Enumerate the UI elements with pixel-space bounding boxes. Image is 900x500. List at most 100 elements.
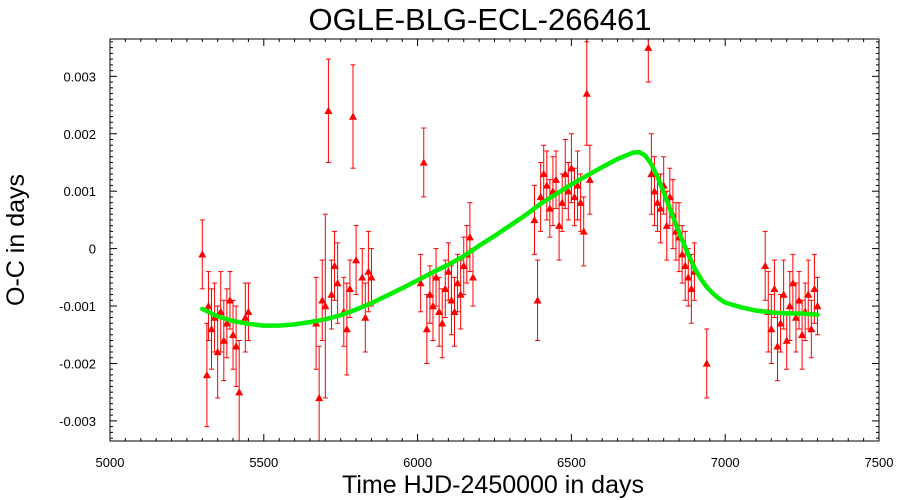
data-point	[536, 192, 545, 201]
data-point	[785, 302, 794, 310]
data-point	[315, 393, 324, 402]
data-point	[779, 290, 788, 298]
data-point	[213, 347, 222, 356]
data-point	[216, 307, 225, 315]
data-point	[530, 215, 539, 224]
data-point	[650, 187, 659, 195]
data-point	[807, 325, 816, 333]
data-point	[576, 198, 585, 206]
data-point	[453, 279, 462, 287]
data-point	[349, 112, 358, 120]
data-point	[573, 181, 582, 189]
data-point	[773, 342, 782, 350]
x-tick-label: 5500	[249, 455, 278, 470]
data-point	[342, 325, 351, 333]
y-tick-label: 0	[89, 242, 96, 257]
data-point	[761, 261, 770, 270]
data-point	[702, 359, 711, 367]
data-point	[358, 273, 367, 281]
data-point	[782, 336, 791, 344]
data-point	[432, 273, 441, 281]
data-point	[425, 290, 434, 298]
data-point	[678, 250, 687, 258]
x-tick-label: 5000	[96, 455, 125, 470]
data-point	[795, 296, 804, 304]
chart-title: OGLE-BLG-ECL-266461	[309, 2, 652, 37]
y-tick-label: 0.001	[63, 184, 96, 199]
data-point	[204, 302, 213, 310]
data-point	[450, 307, 459, 315]
y-tick-label: 0.003	[63, 69, 96, 84]
data-point	[465, 233, 474, 241]
data-points	[198, 43, 822, 402]
data-point	[352, 256, 361, 264]
data-point	[244, 307, 253, 315]
data-point	[318, 296, 327, 304]
data-point	[804, 290, 813, 298]
data-point	[207, 325, 216, 333]
data-point	[798, 330, 807, 338]
data-point	[330, 261, 339, 270]
x-tick-label: 7000	[711, 455, 740, 470]
data-point	[456, 290, 465, 298]
data-point	[235, 388, 244, 396]
data-point	[202, 370, 211, 379]
data-point	[428, 302, 437, 310]
y-tick-label: -0.003	[59, 414, 96, 429]
data-point	[788, 279, 797, 287]
data-point	[327, 290, 336, 298]
data-point	[324, 106, 333, 114]
data-point	[552, 175, 561, 183]
x-tick-label: 6500	[557, 455, 586, 470]
y-axis-label: O-C in days	[2, 174, 30, 306]
data-point	[770, 284, 779, 293]
data-point	[459, 261, 468, 270]
data-point	[444, 267, 453, 275]
data-point	[570, 192, 579, 201]
plot-frame	[109, 38, 880, 442]
data-point	[321, 302, 330, 310]
data-point	[653, 198, 662, 206]
data-point	[644, 43, 653, 51]
x-tick-label: 7500	[865, 455, 894, 470]
data-point	[681, 261, 690, 270]
data-point	[585, 175, 594, 183]
data-point	[539, 169, 548, 178]
data-point	[229, 330, 238, 338]
data-point	[813, 302, 822, 310]
y-tick-label: 0.002	[63, 127, 96, 142]
data-point	[422, 325, 431, 333]
data-point	[435, 307, 444, 315]
data-point	[656, 204, 665, 212]
data-point	[542, 181, 551, 189]
data-point	[558, 198, 567, 206]
data-point	[441, 284, 450, 293]
data-point	[438, 319, 447, 327]
data-point	[555, 221, 564, 229]
data-point	[416, 279, 425, 287]
data-point	[662, 221, 671, 229]
data-point	[561, 169, 570, 178]
fit-curve	[200, 149, 820, 328]
data-point	[533, 296, 542, 304]
data-point	[361, 313, 370, 321]
data-point	[225, 296, 234, 304]
data-point	[468, 273, 477, 281]
data-point	[345, 284, 354, 293]
tick-labels: 5000 5500 6000 6500 7000 7500 -0.003 -0.002 -0.0…	[59, 69, 893, 470]
data-point	[791, 313, 800, 321]
data-point	[567, 164, 576, 172]
data-point	[241, 313, 250, 321]
x-axis-label: Time HJD-2450000 in days	[342, 471, 644, 499]
data-point	[579, 227, 588, 235]
data-point	[333, 279, 342, 287]
data-point	[367, 273, 376, 281]
data-point	[776, 319, 785, 327]
data-point	[447, 296, 456, 304]
data-point	[647, 169, 656, 178]
y-tick-label: -0.002	[59, 356, 96, 371]
data-point	[767, 325, 776, 333]
y-tick-label: -0.001	[59, 299, 96, 314]
data-point	[364, 267, 373, 275]
